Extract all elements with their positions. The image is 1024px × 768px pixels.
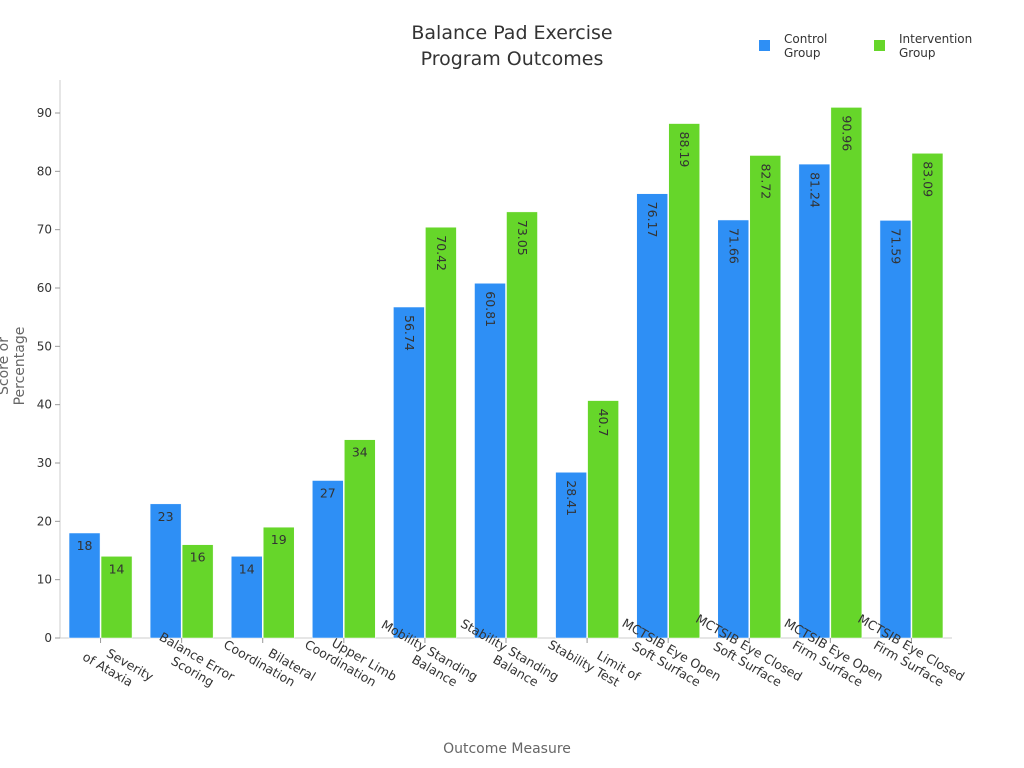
legend-label-control: Control Group (784, 32, 828, 60)
bar-value-label: 19 (271, 532, 287, 547)
bar-value-label: 81.24 (807, 172, 822, 208)
bar-value-label: 90.96 (839, 115, 854, 151)
bar-value-label: 34 (352, 445, 368, 460)
bar-control (68, 532, 101, 639)
bar-value-label: 88.19 (677, 132, 692, 168)
bar-value-label: 71.66 (726, 228, 741, 264)
bar-intervention (262, 526, 295, 639)
x-tick-label: Balance ErrorScoring (149, 629, 238, 698)
legend-swatch-intervention (874, 40, 885, 51)
bar-value-label: 76.17 (645, 202, 660, 238)
bar-intervention (344, 439, 376, 639)
bar-value-label: 23 (158, 509, 174, 524)
legend-item-intervention: Intervention Group (874, 32, 973, 60)
bar-value-label: 56.74 (402, 315, 417, 351)
y-tick-label: 10 (37, 573, 52, 587)
bar-intervention (181, 544, 214, 639)
bar-control (798, 163, 831, 639)
bar-value-label: 16 (190, 550, 206, 565)
bar-intervention (830, 107, 863, 639)
bar-intervention (911, 153, 944, 639)
x-axis-label: Outcome Measure (443, 741, 571, 757)
y-tick-label: 80 (37, 164, 52, 178)
bar-intervention (506, 211, 538, 639)
bar-value-label: 40.7 (596, 409, 611, 437)
x-tick-label: Severityof Ataxia (80, 636, 157, 698)
bar-control (312, 480, 344, 639)
y-tick-label: 30 (37, 456, 52, 470)
bar-control (149, 503, 182, 639)
bar-control (474, 283, 506, 639)
legend-item-control: Control Group (759, 32, 856, 60)
bar-value-label: 14 (109, 561, 125, 576)
y-tick-label: 40 (37, 398, 52, 412)
bar-value-label: 18 (77, 538, 93, 553)
y-tick-label: 90 (37, 106, 52, 120)
bar-control (879, 220, 912, 639)
chart-title-line-1: Balance Pad Exercise (411, 22, 613, 44)
y-axis-label: Score or Percentage (0, 326, 28, 406)
bar-control (230, 556, 263, 639)
bar-value-label: 70.42 (434, 235, 449, 271)
bar-value-label: 27 (320, 486, 336, 501)
bar-intervention (749, 155, 782, 639)
legend-swatch-control (759, 40, 770, 51)
bar-value-label: 83.09 (920, 161, 935, 197)
chart-title: Balance Pad Exercise Program Outcomes (362, 20, 662, 72)
legend: Control Group Intervention Group (759, 32, 973, 60)
bar-value-label: 14 (239, 561, 255, 576)
y-tick-label: 0 (44, 631, 52, 645)
y-tick-label: 60 (37, 281, 52, 295)
x-tick-label: Stability StandingBalance (451, 616, 562, 697)
bar-intervention (668, 123, 700, 639)
legend-label-intervention: Intervention Group (899, 32, 973, 60)
bar-value-label: 73.05 (515, 220, 530, 256)
bar-value-label: 71.59 (888, 228, 903, 264)
bar-control (636, 193, 668, 639)
bar-intervention (100, 556, 133, 639)
y-tick-label: 70 (37, 223, 52, 237)
bar-value-label: 60.81 (483, 291, 498, 327)
bar-control (717, 219, 750, 639)
bar-intervention (425, 226, 457, 639)
bar-control (393, 306, 425, 639)
y-tick-label: 50 (37, 339, 52, 353)
bar-control (555, 472, 587, 639)
bar-value-label: 28.41 (564, 480, 579, 516)
y-tick-label: 20 (37, 514, 52, 528)
chart-title-line-2: Program Outcomes (420, 48, 604, 70)
bar-value-label: 82.72 (758, 163, 773, 199)
bar-intervention (587, 400, 619, 639)
